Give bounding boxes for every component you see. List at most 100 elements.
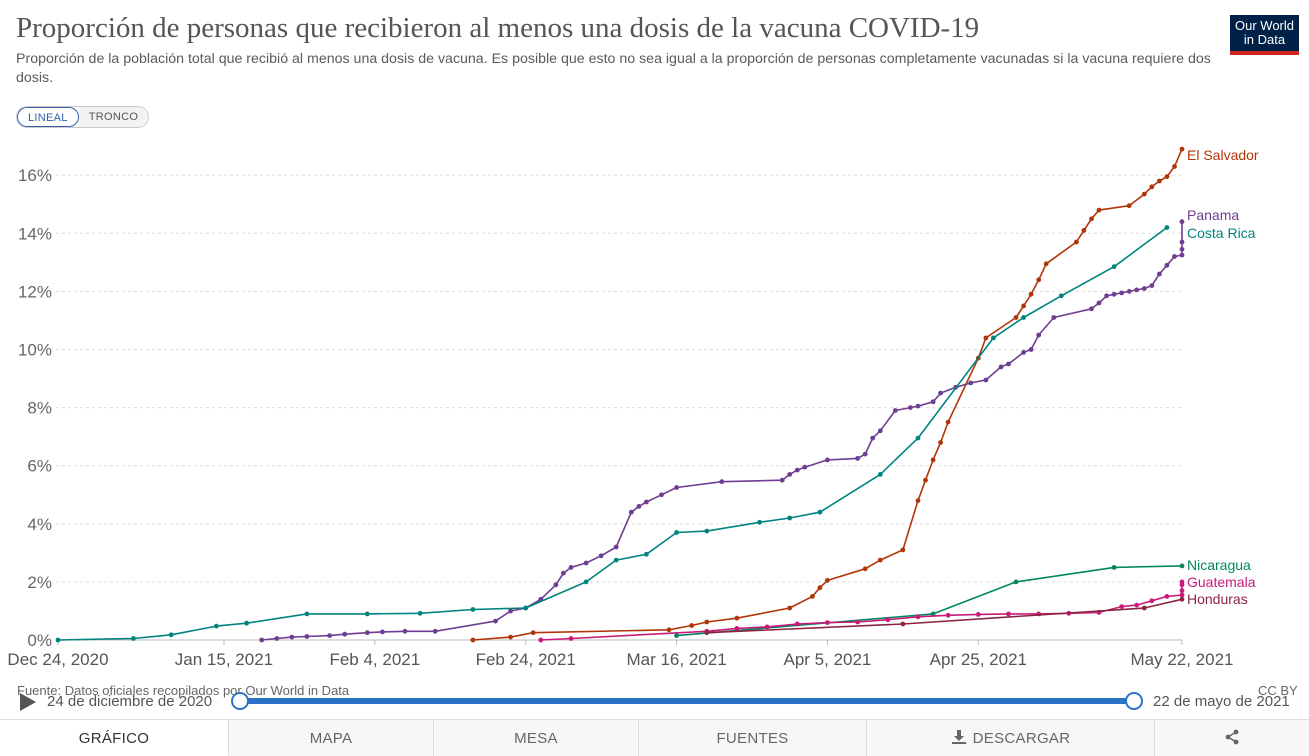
data-point: [1081, 228, 1087, 233]
data-point: [817, 509, 823, 515]
data-point: [877, 557, 883, 563]
data-point: [636, 504, 642, 509]
data-point: [877, 428, 883, 434]
timeline-end-label: 22 de mayo de 2021: [1153, 693, 1290, 710]
data-point: [1021, 315, 1026, 320]
data-point: [908, 405, 913, 410]
data-point: [523, 605, 529, 611]
data-point: [244, 620, 250, 626]
data-point: [327, 633, 332, 638]
data-point: [1179, 588, 1185, 593]
data-point: [674, 633, 679, 638]
data-point: [493, 618, 498, 624]
data-point: [1179, 579, 1185, 585]
tab-share[interactable]: [1155, 720, 1309, 756]
data-point: [1096, 207, 1102, 213]
data-point: [583, 579, 589, 585]
x-tick-label: Dec 24, 2020: [7, 650, 108, 669]
data-point: [644, 499, 649, 505]
data-point: [674, 530, 679, 535]
data-point: [1096, 300, 1102, 306]
logo-line-1: Our World: [1235, 18, 1294, 33]
data-point: [1111, 264, 1117, 270]
data-point: [1028, 291, 1034, 297]
data-point: [1119, 604, 1125, 609]
data-point: [983, 335, 989, 341]
tab-download[interactable]: DESCARGAR: [867, 720, 1155, 756]
tab-chart[interactable]: GRÁFICO: [0, 720, 229, 756]
y-tick-label: 4%: [27, 515, 52, 534]
data-point: [259, 637, 265, 643]
data-point: [794, 467, 800, 473]
data-point: [470, 637, 476, 643]
timeline-end-handle[interactable]: [1125, 692, 1143, 710]
data-point: [689, 623, 695, 628]
x-tick-label: Apr 25, 2021: [930, 650, 1027, 669]
data-point: [644, 551, 649, 557]
log-scale-button[interactable]: TRONCO: [78, 107, 149, 127]
data-point: [991, 335, 996, 341]
data-point: [825, 457, 830, 463]
data-point: [1126, 203, 1132, 209]
owid-logo[interactable]: Our World in Data: [1230, 15, 1299, 55]
y-tick-label: 14%: [18, 224, 52, 243]
data-point: [877, 472, 883, 477]
data-point: [1036, 277, 1042, 283]
data-point: [402, 628, 408, 634]
data-point: [417, 610, 423, 616]
linear-scale-button[interactable]: LINEAL: [17, 107, 79, 127]
data-point: [1074, 239, 1079, 245]
data-point: [380, 629, 385, 635]
data-point: [825, 578, 830, 583]
license-note[interactable]: CC BY: [1258, 683, 1298, 698]
data-point: [892, 408, 898, 413]
data-point: [757, 519, 762, 525]
data-point: [704, 528, 710, 534]
data-point: [787, 472, 793, 477]
play-icon[interactable]: [20, 693, 36, 711]
data-point: [508, 608, 513, 614]
data-point: [930, 611, 936, 617]
timeline-track[interactable]: [240, 698, 1134, 704]
data-point: [915, 614, 921, 620]
data-point: [915, 403, 921, 409]
data-point: [1104, 293, 1109, 299]
tab-table[interactable]: MESA: [434, 720, 639, 756]
timeline: 24 de diciembre de 2020 22 de mayo de 20…: [0, 688, 1309, 714]
data-point: [945, 612, 951, 618]
data-point: [1043, 261, 1049, 267]
data-point: [289, 634, 295, 640]
data-point: [787, 605, 793, 611]
y-tick-label: 0%: [27, 631, 52, 650]
data-point: [1179, 146, 1185, 152]
tab-sources[interactable]: FUENTES: [639, 720, 867, 756]
source-note[interactable]: Fuente: Datos oficiales recopilados por …: [17, 683, 350, 698]
data-point: [1058, 293, 1064, 299]
tab-map[interactable]: MAPA: [229, 720, 434, 756]
data-point: [779, 477, 785, 483]
timeline-start-handle[interactable]: [231, 692, 249, 710]
data-point: [1149, 598, 1155, 604]
data-point: [817, 585, 823, 591]
series-end-label: Nicaragua: [1187, 557, 1251, 573]
data-point: [1164, 262, 1170, 268]
data-point: [131, 636, 136, 641]
data-point: [704, 630, 710, 636]
series-line: [57, 226, 1168, 641]
scale-toggle: LINEAL TRONCO: [16, 106, 150, 128]
data-point: [1111, 565, 1117, 570]
data-point: [1179, 219, 1185, 225]
tab-download-label: DESCARGAR: [972, 730, 1071, 747]
data-point: [1179, 239, 1185, 245]
data-point: [1179, 246, 1185, 252]
data-point: [938, 440, 943, 445]
data-point: [432, 628, 438, 634]
data-point: [930, 457, 936, 463]
y-tick-label: 16%: [18, 166, 52, 185]
data-point: [553, 582, 559, 588]
data-point: [930, 399, 936, 405]
data-point: [342, 631, 348, 637]
data-point: [613, 544, 619, 550]
data-point: [1006, 361, 1011, 367]
data-point: [214, 623, 219, 629]
